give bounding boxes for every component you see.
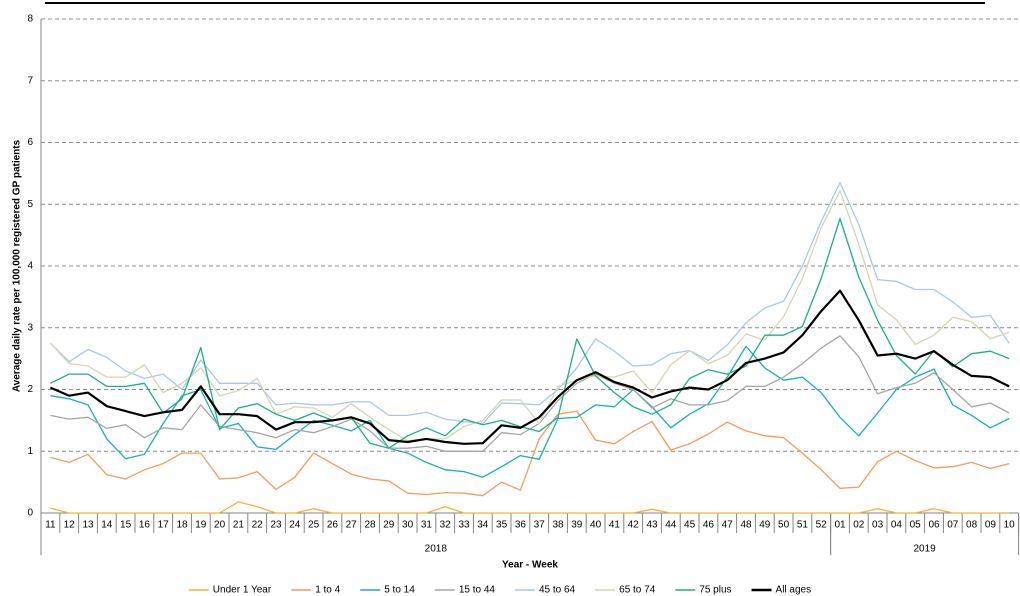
x-tick-label: 08: [966, 520, 978, 531]
x-tick-label: 40: [590, 520, 602, 531]
x-tick-label: 12: [64, 520, 76, 531]
x-tick-label: 36: [515, 520, 527, 531]
x-tick-label: 28: [364, 520, 376, 531]
x-tick-label: 15: [120, 520, 132, 531]
x-tick-label: 04: [891, 520, 903, 531]
series-line: [50, 410, 1010, 497]
group-label: 2019: [913, 544, 936, 555]
x-tick-label: 32: [440, 520, 452, 531]
x-tick-label: 39: [571, 520, 583, 531]
x-tick-label: 05: [910, 520, 922, 531]
x-tick-label: 31: [421, 520, 433, 531]
x-tick-label: 52: [816, 520, 828, 531]
x-tick-label: 29: [383, 520, 395, 531]
x-tick-label: 20: [214, 520, 226, 531]
x-tick-label: 06: [928, 520, 940, 531]
x-tick-label: 02: [853, 520, 865, 531]
x-tick-label: 09: [985, 520, 997, 531]
x-tick-label: 01: [834, 520, 846, 531]
legend-label: 5 to 14: [384, 585, 415, 596]
x-tick-label: 33: [458, 520, 470, 531]
series-line: [49, 181, 1010, 425]
y-tick-label: 3: [27, 322, 33, 333]
x-tick-label: 38: [552, 520, 564, 531]
x-tick-label: 22: [252, 520, 264, 531]
x-tick-label: 45: [684, 520, 696, 531]
x-tick-label: 10: [1004, 520, 1016, 531]
x-tick-label: 47: [722, 520, 734, 531]
x-tick-label: 46: [703, 520, 715, 531]
x-tick-label: 18: [176, 520, 188, 531]
y-tick-label: 6: [27, 137, 33, 148]
legend-label: Under 1 Year: [213, 585, 272, 596]
series-line: [49, 190, 1010, 442]
x-tick-label: 42: [628, 520, 640, 531]
x-tick-label: 16: [139, 520, 151, 531]
x-tick-label: 03: [872, 520, 884, 531]
x-tick-label: 43: [646, 520, 658, 531]
y-tick-label: 2: [27, 384, 33, 395]
x-tick-label: 34: [477, 520, 489, 531]
legend-label: 45 to 64: [539, 585, 576, 596]
y-tick-label: 1: [27, 446, 33, 457]
x-tick-label: 50: [778, 520, 790, 531]
x-tick-label: 19: [195, 520, 207, 531]
x-tick-label: 26: [327, 520, 339, 531]
series-line: [49, 289, 1010, 445]
series-line: [50, 217, 1010, 449]
x-tick-label: 23: [270, 520, 282, 531]
x-tick-label: 13: [82, 520, 94, 531]
legend-label: 1 to 4: [315, 585, 340, 596]
x-tick-label: 41: [609, 520, 621, 531]
legend-label: 65 to 74: [619, 585, 656, 596]
series-line: [50, 345, 1010, 478]
legend-label: All ages: [776, 585, 812, 596]
legend-label: 75 plus: [699, 585, 731, 596]
x-tick-label: 51: [797, 520, 809, 531]
x-tick-label: 49: [759, 520, 771, 531]
y-tick-label: 4: [27, 261, 33, 272]
x-tick-label: 30: [402, 520, 414, 531]
x-axis-label: Year - Week: [502, 560, 558, 571]
series-line: [50, 501, 1010, 514]
x-tick-label: 37: [534, 520, 546, 531]
x-tick-label: 27: [346, 520, 358, 531]
y-tick-label: 8: [27, 14, 33, 25]
y-tick-label: 7: [27, 75, 33, 86]
x-tick-label: 24: [289, 520, 301, 531]
x-tick-label: 11: [45, 520, 56, 531]
x-tick-label: 48: [740, 520, 752, 531]
x-tick-label: 07: [947, 520, 959, 531]
y-tick-label: 0: [27, 508, 33, 519]
x-tick-label: 14: [101, 520, 113, 531]
x-tick-label: 17: [158, 520, 170, 531]
legend-label: 15 to 44: [459, 585, 496, 596]
y-axis-label: Average daily rate per 100,000 registere…: [12, 139, 23, 392]
x-tick-label: 25: [308, 520, 320, 531]
y-tick-label: 5: [27, 199, 33, 210]
legend: Under 1 Year 1 to 4 5 to 14 15 to 44 45 to 6…: [188, 585, 812, 596]
group-label: 2018: [425, 544, 448, 555]
x-tick-label: 44: [665, 520, 677, 531]
x-tick-label: 35: [496, 520, 508, 531]
x-tick-label: 21: [233, 520, 245, 531]
